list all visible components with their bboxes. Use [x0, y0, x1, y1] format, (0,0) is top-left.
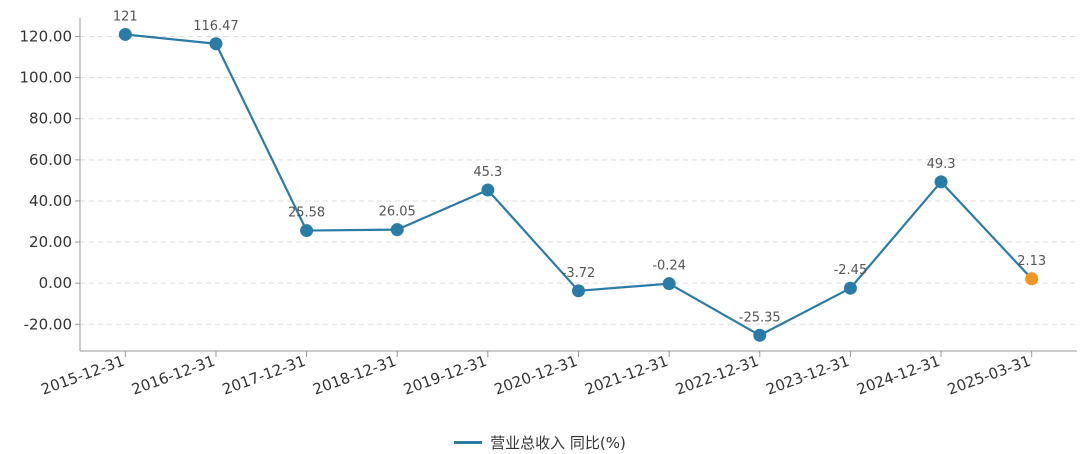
- x-tick-label: 2016-12-31: [129, 352, 217, 399]
- data-labels: 121 116.47 25.58 26.05 45.3 -3.72 -0.24 -25.35 -…: [113, 9, 1046, 325]
- y-tick-label: 80.00: [29, 110, 72, 128]
- x-tick-label: 2020-12-31: [492, 352, 580, 399]
- data-label: 45.3: [473, 165, 502, 180]
- data-point-highlighted: [1025, 272, 1039, 286]
- y-tick-label: 0.00: [39, 274, 72, 292]
- y-tick-label: 20.00: [29, 233, 72, 251]
- data-point: [843, 281, 857, 295]
- x-tick-label: 2021-12-31: [582, 352, 670, 399]
- data-point: [118, 27, 132, 41]
- y-tick-label: 100.00: [20, 69, 73, 87]
- y-tick-label: 40.00: [29, 192, 72, 210]
- x-tick-label: 2019-12-31: [401, 352, 489, 399]
- data-label: -25.35: [739, 310, 781, 325]
- y-tick-label: 120.00: [20, 28, 73, 46]
- x-tick-label: 2025-03-31: [945, 352, 1033, 399]
- data-point: [572, 284, 585, 298]
- x-tick-label: 2018-12-31: [311, 352, 399, 399]
- data-label: 116.47: [193, 19, 239, 34]
- data-point: [209, 37, 223, 51]
- grid-lines: [80, 36, 1077, 325]
- data-label: -2.45: [834, 263, 868, 278]
- x-tick-label: 2017-12-31: [220, 352, 308, 399]
- data-label: -3.72: [562, 266, 596, 281]
- data-point: [662, 277, 676, 291]
- x-tick-label: 2024-12-31: [854, 352, 942, 399]
- data-label: -0.24: [652, 259, 686, 274]
- legend-line-swatch-icon: [454, 440, 483, 444]
- data-point: [481, 183, 495, 197]
- legend-label: 营业总收入 同比(%): [490, 433, 626, 452]
- legend[interactable]: 营业总收入 同比(%): [0, 430, 1080, 454]
- y-tick-label: 60.00: [29, 151, 72, 169]
- line-chart: 120.00 100.00 80.00 60.00 40.00 20.00 0.00 -20.…: [20, 9, 1077, 399]
- data-label: 49.3: [927, 157, 956, 172]
- x-tick-label: 2015-12-31: [39, 352, 127, 399]
- data-point: [300, 224, 314, 238]
- x-tick-label: 2022-12-31: [673, 352, 761, 399]
- data-label: 25.58: [288, 206, 325, 221]
- data-point: [390, 223, 404, 237]
- data-label: 121: [113, 9, 138, 24]
- x-tick-label: 2023-12-31: [764, 352, 852, 399]
- data-point: [753, 328, 767, 342]
- data-point: [934, 175, 948, 189]
- y-tick-label: -20.00: [24, 315, 72, 333]
- data-points: [118, 27, 1039, 342]
- legend-item[interactable]: 营业总收入 同比(%): [454, 432, 626, 453]
- data-label: 26.05: [379, 205, 416, 220]
- data-label: 2.13: [1017, 254, 1046, 269]
